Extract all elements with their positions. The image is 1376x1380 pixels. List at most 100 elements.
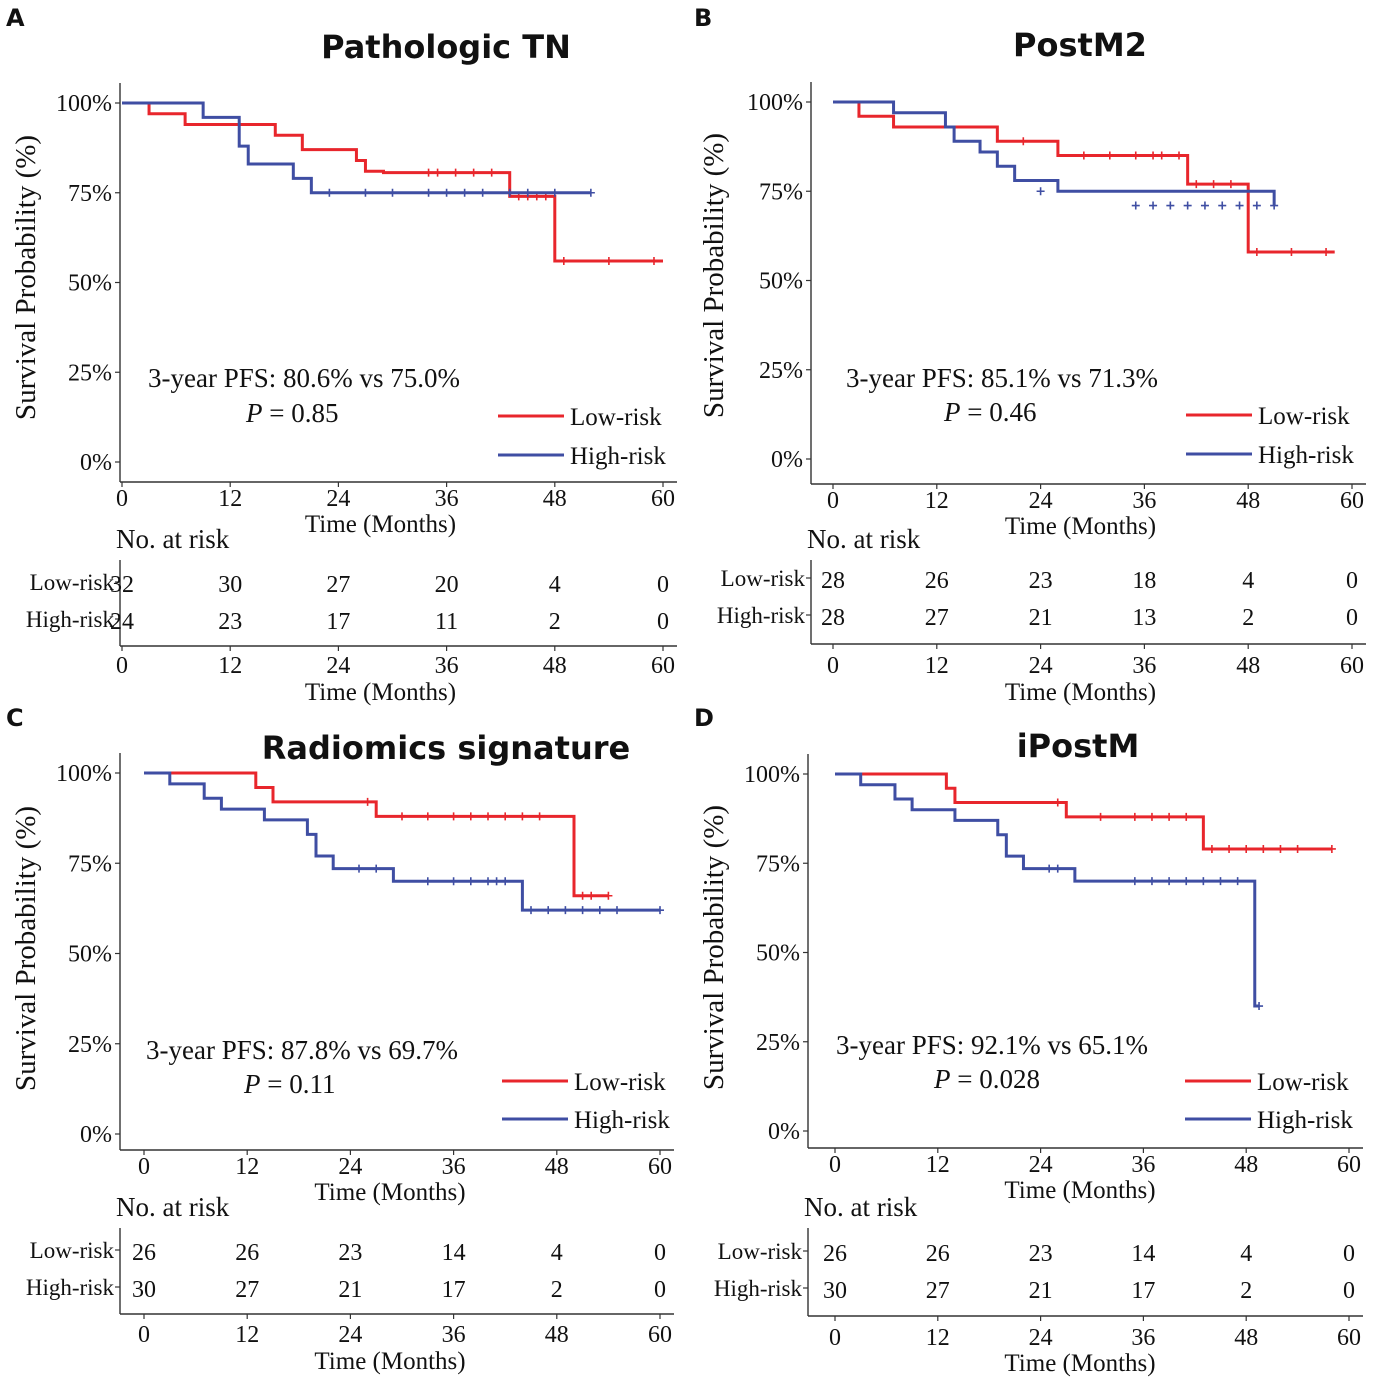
low-risk-legend-label: Low-risk — [574, 1069, 666, 1096]
low-risk-censor-mark — [1327, 844, 1336, 853]
low-risk-censor-mark — [1209, 180, 1218, 189]
panel-letter: A — [6, 4, 25, 32]
risk-table-row-label: Low-risk — [30, 570, 115, 595]
y-axis-label: Survival Probability (%) — [698, 805, 730, 1090]
risk-table-cell: 0 — [1343, 1278, 1355, 1304]
risk-table-cell: 26 — [926, 1241, 950, 1267]
risk-table-cell: 30 — [218, 572, 242, 598]
high-risk-censor-mark — [325, 188, 334, 197]
risk-table-x-tick-label: 0 — [827, 653, 839, 679]
risk-table-heading: No. at risk — [804, 1192, 918, 1222]
risk-table-cell: 21 — [1029, 1278, 1053, 1304]
y-tick-label: 75% — [756, 851, 800, 877]
low-risk-censor-mark — [1252, 247, 1261, 256]
y-axis-label: Survival Probability (%) — [10, 135, 42, 420]
x-axis-label: Time (Months) — [1005, 513, 1156, 540]
high-risk-censor-mark — [544, 906, 553, 915]
low-risk-legend-label: Low-risk — [570, 404, 662, 431]
risk-table-row-label: Low-risk — [718, 1239, 803, 1264]
low-risk-censor-mark — [649, 256, 658, 265]
risk-table-x-axis-label: Time (Months) — [1005, 679, 1156, 706]
p-symbol: P — [933, 1064, 951, 1094]
low-risk-censor-mark — [398, 812, 406, 821]
risk-table-x-tick-label: 24 — [1029, 1325, 1053, 1351]
low-risk-censor-mark — [1242, 844, 1251, 853]
risk-table-cell: 0 — [654, 1240, 666, 1266]
high-risk-survival-curve — [122, 101, 591, 195]
x-tick-label: 12 — [218, 486, 242, 512]
x-axis-label: Time (Months) — [1004, 1177, 1155, 1204]
risk-table-cell: 27 — [925, 605, 949, 631]
y-tick-label: 25% — [756, 1030, 800, 1056]
high-risk-censor-mark — [1216, 877, 1225, 886]
p-value-text: = 0.46 — [961, 397, 1037, 427]
low-risk-censor-mark — [433, 168, 442, 177]
risk-table-cell: 4 — [1242, 568, 1254, 594]
low-risk-censor-mark — [535, 812, 544, 821]
p-value-text: = 0.11 — [261, 1069, 336, 1099]
panel-letter: B — [694, 4, 712, 32]
risk-table-x-tick-label: 12 — [218, 653, 242, 679]
x-tick-label: 60 — [648, 1154, 672, 1180]
y-tick-label: 100% — [744, 762, 800, 788]
risk-table-x-tick-label: 12 — [235, 1322, 259, 1348]
pfs-annotation: 3-year PFS: 80.6% vs 75.0% — [148, 363, 460, 393]
risk-table-cell: 23 — [338, 1240, 362, 1266]
low-risk-censor-mark — [1147, 812, 1156, 821]
high-risk-censor-mark — [423, 877, 432, 886]
high-risk-censor-mark — [1252, 201, 1261, 210]
high-risk-censor-mark — [586, 188, 595, 197]
high-risk-censor-mark — [527, 906, 535, 915]
low-risk-censor-mark — [559, 256, 568, 265]
low-risk-censor-mark — [1130, 812, 1139, 821]
risk-table-x-tick-label: 0 — [138, 1322, 150, 1348]
risk-table-row-label: Low-risk — [30, 1238, 115, 1263]
p-value: P = 0.85 — [245, 398, 338, 428]
risk-table-x-tick-label: 24 — [338, 1322, 362, 1348]
risk-table-x-tick-label: 48 — [1234, 1325, 1258, 1351]
risk-table-cell: 28 — [821, 605, 845, 631]
low-risk-censor-mark — [1182, 812, 1191, 821]
risk-table-cell: 14 — [1131, 1241, 1155, 1267]
risk-table-cell: 2 — [549, 609, 561, 635]
risk-table-x-tick-label: 24 — [326, 653, 350, 679]
y-tick-label: 75% — [759, 179, 803, 205]
x-tick-label: 24 — [1029, 1152, 1053, 1178]
high-risk-censor-mark — [550, 188, 559, 197]
low-risk-censor-mark — [1079, 151, 1088, 160]
panel-letter: D — [694, 704, 714, 732]
risk-table-x-tick-label: 60 — [648, 1322, 672, 1348]
panel-title: Pathologic TN — [321, 28, 571, 66]
high-risk-censor-mark — [1270, 201, 1279, 210]
high-risk-legend-label: High-risk — [574, 1107, 670, 1134]
y-tick-label: 50% — [756, 941, 800, 967]
low-risk-survival-curve — [122, 101, 663, 263]
high-risk-censor-mark — [1166, 201, 1175, 210]
risk-table-cell: 2 — [551, 1277, 563, 1303]
y-tick-label: 75% — [68, 851, 112, 877]
low-risk-censor-mark — [1207, 844, 1216, 853]
low-risk-censor-mark — [449, 812, 458, 821]
low-risk-survival-curve — [833, 100, 1335, 254]
high-risk-censor-mark — [372, 864, 381, 873]
risk-table-x-tick-label: 12 — [926, 1325, 950, 1351]
risk-table-cell: 18 — [1132, 568, 1156, 594]
p-symbol: P — [243, 1069, 261, 1099]
y-tick-label: 50% — [68, 942, 112, 968]
x-tick-label: 48 — [543, 486, 567, 512]
risk-table-x-tick-label: 0 — [829, 1325, 841, 1351]
low-risk-censor-mark — [487, 168, 496, 177]
risk-table-x-axis-label: Time (Months) — [314, 1348, 465, 1375]
high-risk-survival-curve — [835, 772, 1260, 1008]
high-risk-censor-mark — [484, 877, 492, 886]
risk-table-heading: No. at risk — [116, 524, 230, 554]
x-tick-label: 0 — [138, 1154, 150, 1180]
risk-table-cell: 26 — [132, 1240, 156, 1266]
x-tick-label: 36 — [435, 486, 459, 512]
risk-table-cell: 0 — [657, 609, 669, 635]
risk-table-cell: 30 — [132, 1277, 156, 1303]
risk-table-cell: 0 — [1346, 568, 1358, 594]
high-risk-censor-mark — [1218, 201, 1227, 210]
